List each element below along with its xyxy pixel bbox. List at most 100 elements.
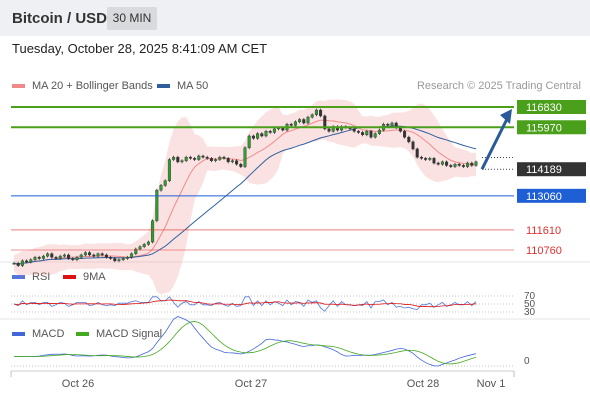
candle bbox=[155, 189, 159, 221]
candle bbox=[419, 156, 423, 159]
candle bbox=[323, 115, 327, 130]
legend-macd-signal: MACD Signal bbox=[76, 328, 162, 340]
candle bbox=[172, 156, 176, 160]
candle bbox=[159, 185, 163, 191]
interval-button[interactable]: 30 MIN bbox=[107, 7, 157, 30]
legend-label-rsi-ma: 9MA bbox=[83, 271, 106, 283]
candle bbox=[352, 128, 356, 132]
legend-label-macd: MACD bbox=[32, 328, 65, 340]
candle bbox=[125, 257, 129, 259]
candle bbox=[222, 156, 226, 159]
candle bbox=[293, 121, 297, 126]
rsi-level-label-70: 70 bbox=[524, 291, 536, 302]
x-tick-label: Nov 1 bbox=[477, 378, 506, 390]
candle bbox=[71, 258, 75, 260]
candle bbox=[440, 161, 444, 165]
candle bbox=[201, 155, 205, 158]
candle bbox=[104, 254, 108, 258]
candle bbox=[96, 253, 100, 257]
legend-ma50: MA 50 bbox=[157, 80, 208, 92]
candle bbox=[167, 159, 171, 181]
candle bbox=[142, 244, 146, 247]
candle bbox=[214, 159, 218, 161]
candle bbox=[474, 161, 478, 166]
candle bbox=[268, 131, 272, 133]
macd-line bbox=[13, 316, 477, 367]
candle bbox=[457, 164, 461, 166]
candle bbox=[432, 158, 436, 164]
rsi-line bbox=[13, 296, 477, 312]
resistance-level-2-label: 115970 bbox=[526, 122, 562, 134]
candle bbox=[298, 119, 302, 123]
candle bbox=[20, 260, 24, 266]
target-level-2-label: 110760 bbox=[526, 245, 562, 257]
candle bbox=[411, 141, 415, 150]
instrument-title: Bitcoin / USD bbox=[12, 10, 108, 27]
candle bbox=[12, 262, 16, 265]
candle bbox=[50, 253, 54, 258]
candle bbox=[424, 158, 428, 160]
candle bbox=[180, 160, 184, 163]
x-tick-label: Oct 27 bbox=[235, 378, 267, 390]
candle bbox=[272, 128, 276, 133]
legend-swatch-rsi bbox=[12, 275, 25, 279]
candle bbox=[146, 241, 150, 245]
candle bbox=[83, 252, 87, 256]
support-level-1-label-box bbox=[517, 188, 586, 203]
candle bbox=[302, 119, 306, 124]
candle bbox=[398, 127, 402, 132]
legend-rsi: RSI bbox=[12, 271, 50, 283]
candle bbox=[365, 131, 369, 135]
candle bbox=[54, 257, 58, 259]
candle bbox=[109, 257, 113, 259]
rsi-ma-line bbox=[13, 299, 477, 308]
candle bbox=[163, 180, 167, 186]
forecast-arrow-head bbox=[500, 109, 512, 124]
candle bbox=[41, 255, 45, 259]
x-tick-label: Oct 28 bbox=[407, 378, 439, 390]
candle bbox=[88, 252, 92, 256]
candle bbox=[130, 253, 134, 258]
candle bbox=[230, 160, 234, 163]
legend-bollinger: MA 20 + Bollinger Bands bbox=[12, 80, 153, 92]
candle bbox=[356, 131, 360, 133]
candle bbox=[306, 116, 310, 124]
candle bbox=[184, 156, 188, 161]
candle bbox=[134, 248, 138, 254]
legend-swatch-ma50 bbox=[157, 84, 170, 88]
candle bbox=[176, 156, 180, 163]
candle bbox=[373, 133, 377, 138]
candle bbox=[235, 160, 239, 165]
candle bbox=[247, 135, 251, 148]
target-level-1-label: 111610 bbox=[526, 225, 561, 237]
candle bbox=[256, 133, 260, 139]
candle bbox=[386, 123, 390, 126]
legend-label-rsi: RSI bbox=[32, 271, 51, 283]
resistance-level-1-label: 116830 bbox=[526, 102, 562, 114]
rsi-level-label-50: 50 bbox=[524, 299, 536, 310]
candle bbox=[251, 135, 255, 139]
forecast-arrow-shaft bbox=[480, 116, 510, 170]
candle bbox=[46, 253, 50, 257]
legend-swatch-macd-signal bbox=[76, 332, 89, 336]
candle bbox=[205, 156, 209, 159]
bollinger-band bbox=[14, 99, 476, 295]
candle bbox=[62, 254, 66, 257]
candle bbox=[403, 131, 407, 138]
candle bbox=[226, 158, 230, 163]
support-level-1-label: 113060 bbox=[526, 191, 562, 203]
candle bbox=[29, 259, 33, 263]
candle bbox=[58, 255, 62, 259]
resistance-level-2-label-box bbox=[517, 120, 586, 135]
candle bbox=[466, 162, 470, 167]
candle bbox=[37, 257, 41, 259]
candle bbox=[361, 132, 365, 135]
legend-label-bollinger: MA 20 + Bollinger Bands bbox=[32, 80, 153, 92]
candle bbox=[113, 258, 117, 262]
candle bbox=[314, 109, 318, 115]
legend-label-ma50: MA 50 bbox=[177, 80, 209, 92]
candle bbox=[461, 165, 465, 167]
candle bbox=[264, 131, 268, 137]
ma50-line bbox=[13, 125, 477, 265]
